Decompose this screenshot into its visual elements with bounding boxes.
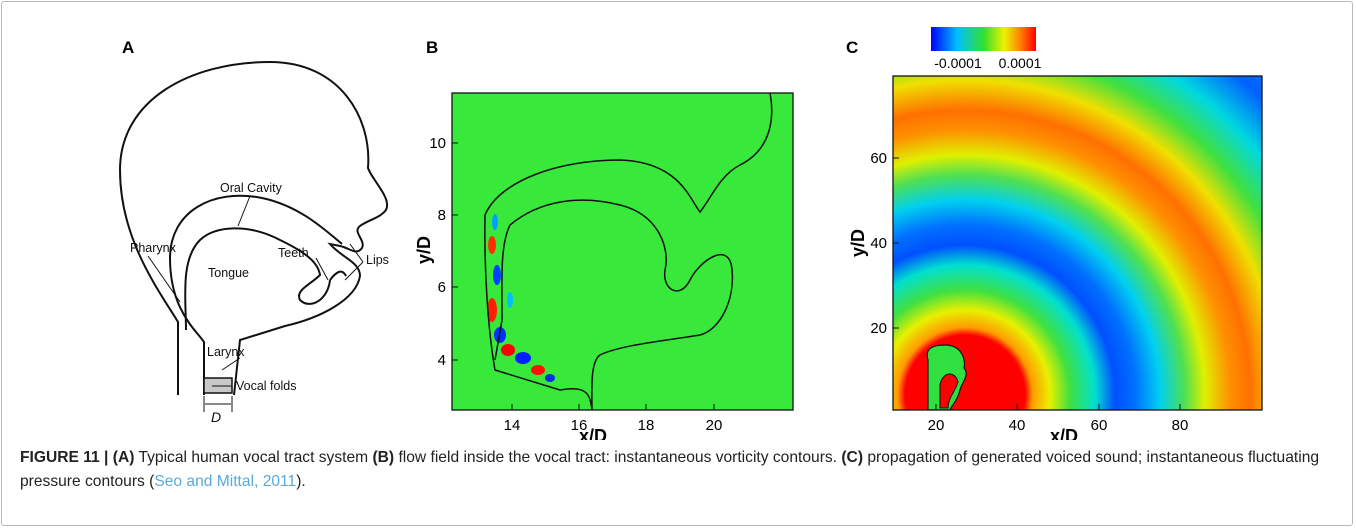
panel-label: C (846, 38, 858, 57)
x-axis-label: x/D (1050, 426, 1078, 440)
y-tick-label: 20 (870, 320, 887, 337)
head-diagram (118, 60, 389, 396)
y-axis-label: y/D (848, 229, 868, 257)
caption-label: (B) (372, 449, 395, 466)
y-tick-label: 40 (870, 235, 887, 252)
citation[interactable]: Seo and Mittal, 2011 (154, 473, 297, 490)
pressure-field (893, 76, 1262, 410)
annotation: Larynx (207, 345, 245, 359)
y-tick-label: 10 (429, 135, 446, 152)
y-axis-label: y/D (414, 236, 434, 264)
colorbar-label: -0.0001 (934, 55, 982, 71)
plot-frame (451, 92, 794, 411)
caption-text: ). (296, 473, 306, 490)
caption-label: FIGURE 11 | (A) (20, 449, 135, 466)
y-tick-label: 60 (870, 150, 887, 167)
panel-label: B (426, 38, 438, 57)
leader-lines (147, 195, 364, 412)
y-tick-label: 6 (438, 279, 446, 296)
caption-text: propagation of generated voiced sound; i… (20, 449, 1320, 490)
annotation: D (211, 409, 221, 425)
annotation: Vocal folds (236, 379, 296, 393)
annotation: Lips (366, 253, 389, 267)
vorticity-field (484, 93, 773, 410)
x-tick-label: 18 (638, 417, 655, 434)
annotation: Teeth (278, 246, 309, 260)
colorbar-label: 0.0001 (999, 55, 1042, 71)
tract-contours (484, 93, 773, 410)
plot-area (452, 93, 793, 410)
y-tick-label: 8 (438, 207, 446, 224)
x-tick-label: 14 (504, 417, 521, 434)
annotation: Pharynx (130, 241, 177, 255)
colorbar (931, 27, 1036, 51)
x-tick-label: 20 (706, 417, 723, 434)
x-tick-label: 20 (928, 417, 945, 434)
panel-label: A (122, 38, 134, 57)
x-tick-label: 60 (1091, 417, 1108, 434)
vortex-blobs (487, 214, 555, 382)
annotation: Oral Cavity (220, 181, 283, 195)
caption-label: (C) (841, 449, 864, 466)
figure: A Oral Cavity Pharynx Teeth Lips Tongue … (118, 27, 1263, 440)
caption-text: flow field inside the vocal tract: insta… (394, 449, 842, 466)
caption: FIGURE 11 | (A) Typical human vocal trac… (20, 446, 1340, 494)
caption-text: Typical human vocal tract system (134, 449, 373, 466)
x-axis-label: x/D (579, 426, 607, 440)
y-tick-label: 4 (438, 352, 446, 369)
annotation: Tongue (208, 266, 249, 280)
x-tick-label: 80 (1172, 417, 1189, 434)
x-tick-label: 40 (1009, 417, 1026, 434)
x-tick-label: 16 (571, 417, 588, 434)
